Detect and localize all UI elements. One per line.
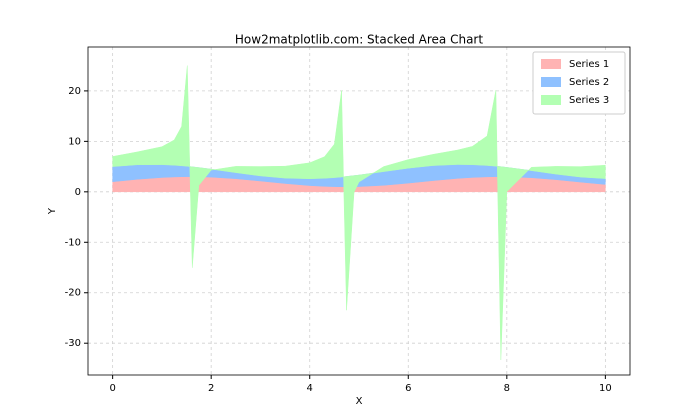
legend-label: Series 3 — [569, 95, 609, 106]
y-tick-label: 0 — [75, 187, 81, 198]
legend-swatch — [541, 59, 561, 69]
y-tick-label: -10 — [65, 237, 81, 248]
x-tick-label: 4 — [307, 383, 313, 394]
x-tick-label: 10 — [599, 383, 612, 394]
legend-swatch — [541, 95, 561, 105]
legend-swatch — [541, 77, 561, 87]
x-tick-label: 2 — [208, 383, 214, 394]
area — [112, 65, 606, 360]
plot-frame — [87, 46, 631, 376]
x-axis-label: X — [356, 396, 363, 407]
y-tick-label: -20 — [65, 288, 81, 299]
legend-label: Series 2 — [569, 77, 609, 88]
y-axis-label: Y — [47, 207, 58, 215]
x-tick-label: 6 — [405, 383, 411, 394]
legend-label: Series 1 — [569, 59, 609, 70]
x-tick-label: 0 — [109, 383, 115, 394]
y-tick-label: -30 — [65, 338, 81, 349]
x-tick-label: 8 — [504, 383, 510, 394]
chart-title: How2matplotlib.com: Stacked Area Chart — [235, 33, 483, 47]
y-tick-label: 20 — [68, 86, 81, 97]
y-tick-label: 10 — [68, 136, 81, 147]
